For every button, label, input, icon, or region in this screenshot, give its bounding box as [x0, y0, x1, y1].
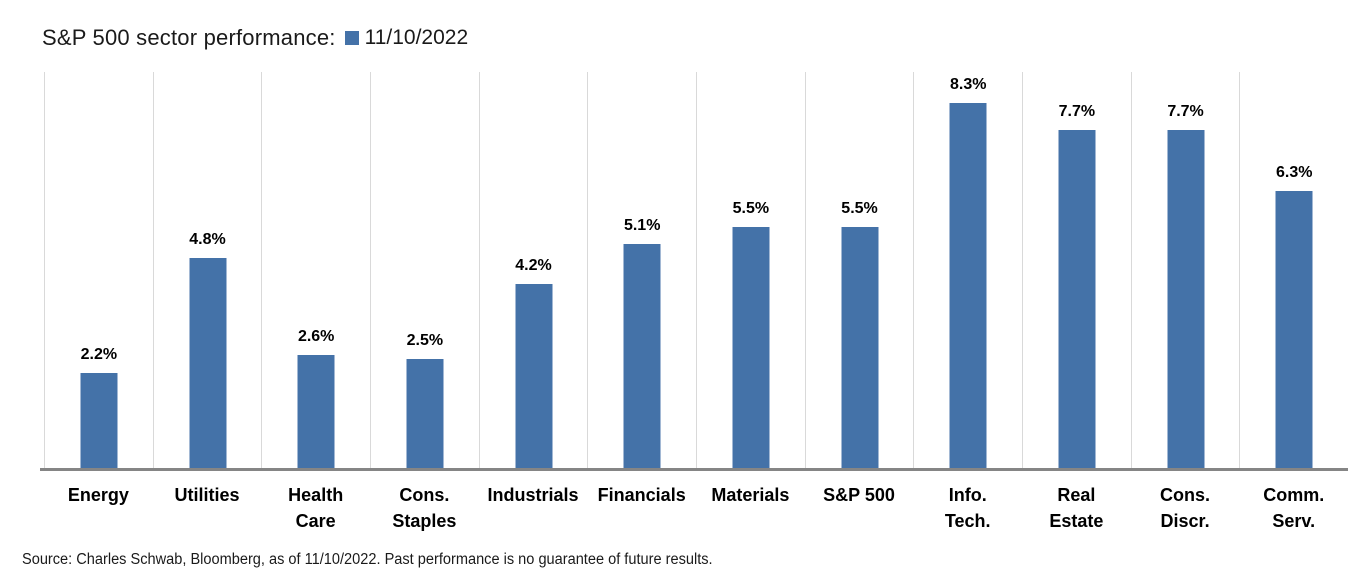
- bar-value-label-health-care: 2.6%: [297, 328, 335, 346]
- bar-value-label-cons-staples: 2.5%: [406, 332, 444, 350]
- legend-square-icon: [344, 31, 359, 45]
- bar-energy: [80, 372, 118, 470]
- bar-value-label-materials: 5.5%: [732, 199, 770, 217]
- bar-value-label-financials: 5.1%: [623, 217, 661, 235]
- legend-series-label: 11/10/2022: [364, 26, 469, 49]
- category-label-real-estate: Real Estate: [1049, 485, 1104, 531]
- source-note: Source: Charles Schwab, Bloomberg, as of…: [22, 551, 713, 568]
- category-label-materials: Materials: [711, 485, 790, 505]
- category-label-cons-discr: Cons. Discr.: [1160, 485, 1211, 531]
- category-axis: Energy Utilities Health Care Cons. Staples I…: [44, 482, 1348, 534]
- category-label-energy: Energy: [67, 485, 129, 505]
- bar-health-care: [297, 355, 335, 470]
- chart-header: S&P 500 sector performance: 11/10/2022: [42, 22, 468, 54]
- chart-column-industrials: 4.2%: [478, 72, 588, 470]
- bar-cons-discr: [1167, 129, 1205, 470]
- chart-column-cons-discr: 7.7%: [1130, 72, 1240, 470]
- category-label-s-p-500: S&P 500: [823, 485, 895, 505]
- category-label-comm-serv: Comm. Serv.: [1263, 485, 1325, 531]
- chart-column-real-estate: 7.7%: [1022, 72, 1131, 470]
- chart-column-materials: 5.5%: [696, 72, 805, 470]
- bar-industrials: [515, 284, 553, 470]
- chart-column-financials: 5.1%: [587, 72, 696, 470]
- bar-value-label-industrials: 4.2%: [515, 257, 552, 275]
- category-label-industrials: Industrials: [487, 485, 579, 505]
- bar-value-label-comm-serv: 6.3%: [1275, 164, 1313, 182]
- chart-column-utilities: 4.8%: [152, 72, 262, 470]
- category-label-financials: Financials: [597, 485, 686, 505]
- bar-s-p-500: [841, 226, 879, 470]
- bar-utilities: [189, 257, 226, 470]
- category-label-health-care: Health Care: [288, 485, 344, 531]
- chart-column-info-tech: 8.3%: [913, 72, 1022, 470]
- chart-column-cons-staples: 2.5%: [370, 72, 479, 470]
- chart-column-s-p-500: 5.5%: [804, 72, 914, 470]
- chart-column-comm-serv: 6.3%: [1239, 72, 1348, 470]
- bar-cons-staples: [406, 359, 444, 470]
- category-label-cons-staples: Cons. Staples: [392, 485, 457, 531]
- bar-materials: [732, 226, 770, 470]
- chart-title: S&P 500 sector performance:: [42, 25, 336, 50]
- bar-value-label-utilities: 4.8%: [189, 230, 226, 248]
- bar-value-label-s-p-500: 5.5%: [841, 199, 878, 217]
- plot-area: 2.2% 4.8% 2.6% 2.5% 4.2% 5.1% 5.5% 5.5% 8.3% 7.7%…: [44, 72, 1348, 470]
- bar-info-tech: [949, 102, 987, 470]
- x-axis-line: [40, 468, 1348, 471]
- bar-comm-serv: [1275, 191, 1313, 470]
- bar-value-label-real-estate: 7.7%: [1058, 102, 1096, 120]
- chart-column-energy: 2.2%: [44, 72, 153, 470]
- bar-value-label-cons-discr: 7.7%: [1167, 102, 1204, 120]
- bar-value-label-energy: 2.2%: [80, 345, 118, 363]
- bar-value-label-info-tech: 8.3%: [949, 75, 987, 93]
- category-label-utilities: Utilities: [174, 485, 240, 505]
- category-label-info-tech: Info. Tech.: [944, 485, 991, 531]
- legend: 11/10/2022: [344, 26, 469, 50]
- bar-financials: [623, 244, 661, 470]
- chart-column-health-care: 2.6%: [261, 72, 370, 470]
- bar-real-estate: [1058, 129, 1096, 470]
